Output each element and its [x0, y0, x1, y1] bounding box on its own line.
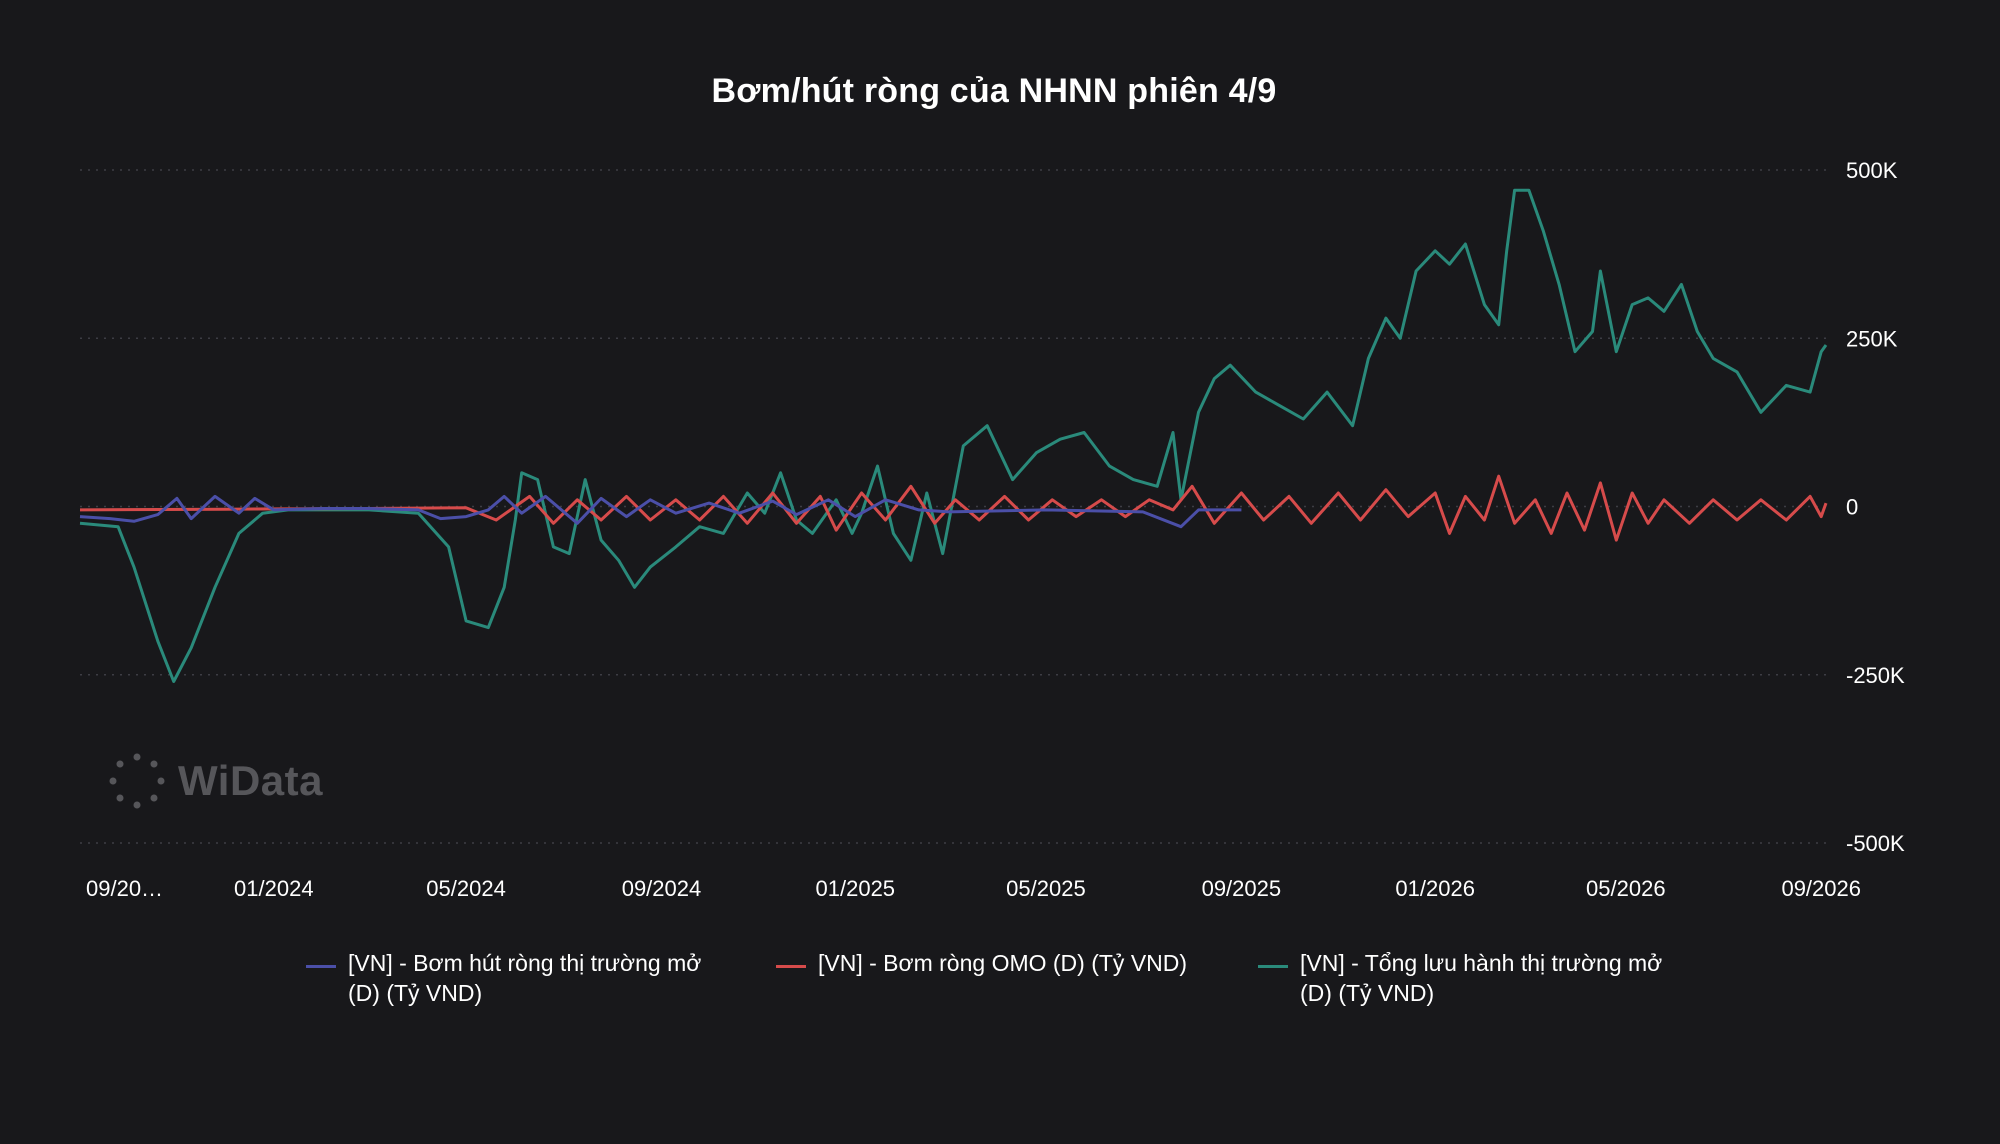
watermark: WiData [108, 752, 323, 810]
x-tick-label: 01/2024 [234, 876, 314, 901]
legend-item-omo-net[interactable]: [VN] - Bơm ròng OMO (D) (Tỷ VND) [776, 948, 1246, 978]
legend-label: [VN] - Tổng lưu hành thị trường mở (D) (… [1300, 950, 1663, 1006]
x-tick-label: 05/2026 [1586, 876, 1666, 901]
x-tick-label: 01/2026 [1395, 876, 1475, 901]
legend-label: [VN] - Bơm ròng OMO (D) (Tỷ VND) [818, 950, 1188, 976]
legend-swatch [1258, 965, 1288, 968]
x-tick-label: 09/2024 [622, 876, 702, 901]
legend: [VN] - Bơm hút ròng thị trường mở (D) (T… [0, 948, 2000, 1028]
series-layer [79, 188, 1828, 683]
dots-logo-icon [109, 753, 165, 809]
chart-title: Bơm/hút ròng của NHNN phiên 4/9 [711, 72, 1277, 110]
x-tick-label: 09/20… [86, 876, 163, 901]
series-line-2[interactable] [79, 188, 1828, 683]
y-tick-label: 250K [1846, 326, 1898, 351]
legend-swatch [776, 965, 806, 968]
x-axis-ticks: 09/20… 01/2024 05/2024 09/2024 01/2025 05/202… [86, 876, 1861, 901]
x-tick-label: 09/2026 [1781, 876, 1861, 901]
legend-item-open-market-net[interactable]: [VN] - Bơm hút ròng thị trường mở (D) (T… [306, 948, 726, 1008]
y-tick-label: -500K [1846, 831, 1905, 856]
watermark-text: WiData [178, 757, 323, 804]
series-line-1[interactable] [79, 474, 1828, 542]
y-axis-ticks: 500K 250K 0 -250K -500K [1846, 158, 1905, 856]
y-tick-label: 500K [1846, 158, 1898, 183]
legend-label: [VN] - Bơm hút ròng thị trường mở (D) (T… [348, 950, 702, 1006]
y-tick-label: 0 [1846, 495, 1858, 520]
legend-swatch [306, 965, 336, 968]
x-tick-label: 09/2025 [1202, 876, 1282, 901]
legend-item-outstanding[interactable]: [VN] - Tổng lưu hành thị trường mở (D) (… [1258, 948, 1698, 1008]
y-tick-label: -250K [1846, 663, 1905, 688]
x-tick-label: 05/2024 [426, 876, 506, 901]
series-line-0[interactable] [79, 494, 1242, 529]
x-tick-label: 05/2025 [1006, 876, 1086, 901]
x-tick-label: 01/2025 [816, 876, 896, 901]
